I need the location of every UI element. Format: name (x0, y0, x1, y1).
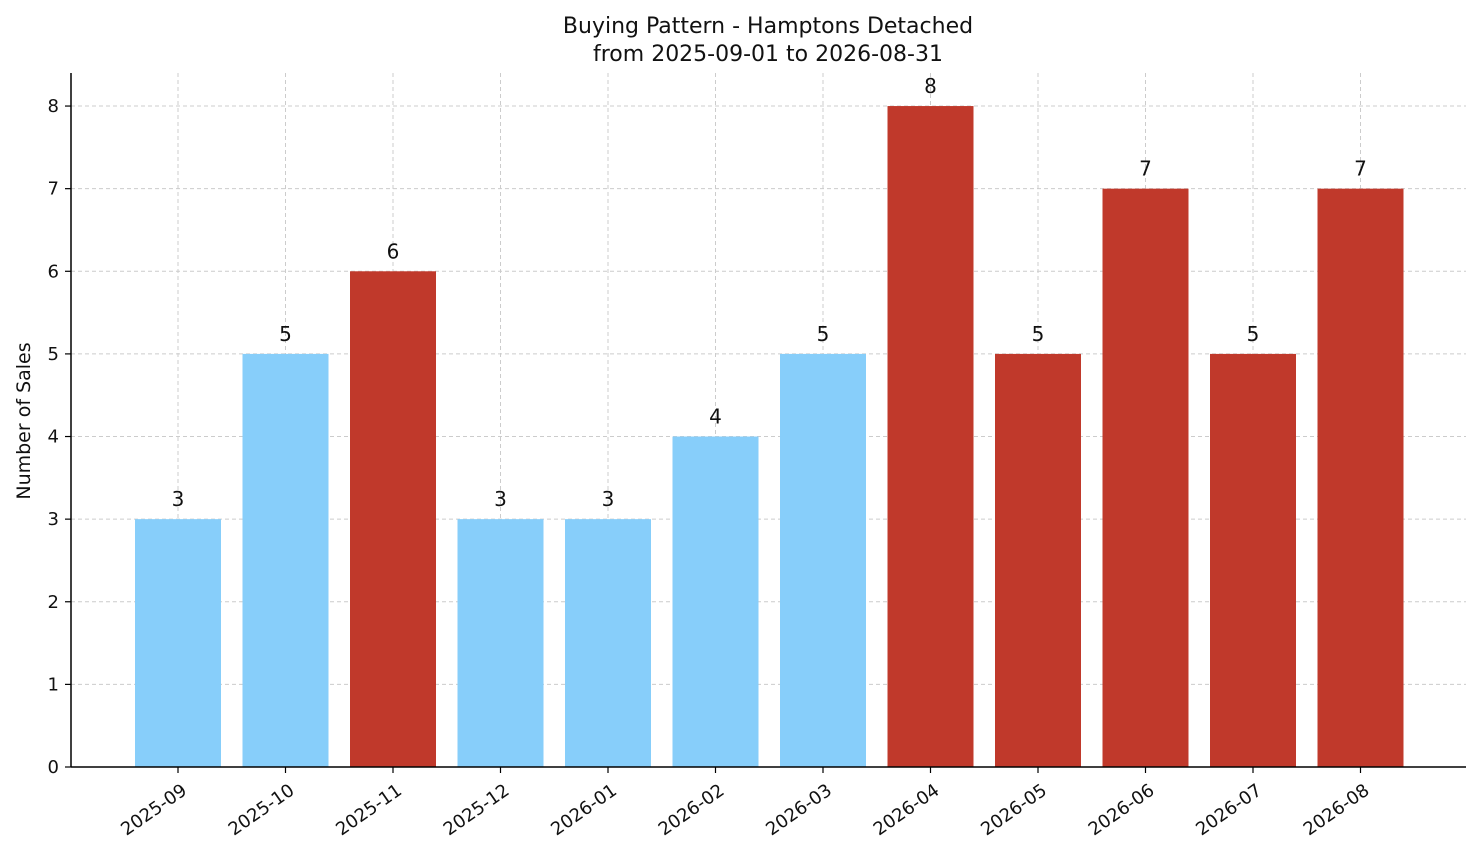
y-tick-label: 8 (48, 96, 59, 117)
bar-value-label: 3 (602, 487, 615, 511)
x-tick-label: 2026-08 (1300, 780, 1374, 840)
y-tick-label: 3 (48, 509, 59, 530)
x-tick-label: 2025-11 (332, 780, 406, 840)
x-tick-label: 2026-05 (977, 780, 1051, 840)
bar-2026-06 (1102, 188, 1189, 767)
bar-2025-11 (350, 271, 436, 767)
bar-layer (135, 106, 1404, 768)
bar-value-label: 8 (924, 74, 937, 98)
y-tick-label: 1 (48, 674, 59, 695)
x-tick-label: 2026-04 (870, 780, 944, 840)
bar-2026-04 (887, 106, 974, 768)
x-tick-label: 2025-09 (117, 780, 191, 840)
y-axis-label: Number of Sales (13, 342, 35, 499)
bar-value-label: 7 (1139, 157, 1152, 181)
x-tick-label: 2025-10 (225, 780, 299, 840)
y-tick-label: 2 (48, 592, 59, 613)
data-label-layer: 3 5 6 3 3 4 5 8 5 7 5 7 (172, 74, 1367, 511)
bar-2026-02 (672, 436, 759, 767)
x-tick-label: 2025-12 (440, 780, 514, 840)
x-tick-label: 2026-01 (547, 780, 621, 840)
bar-value-label: 5 (817, 322, 830, 346)
bar-value-label: 5 (279, 322, 292, 346)
bar-2026-08 (1317, 188, 1404, 767)
y-tick-label: 7 (48, 179, 59, 200)
y-tick-label: 5 (48, 344, 59, 365)
bar-2026-05 (995, 353, 1081, 767)
bar-value-label: 5 (1247, 322, 1260, 346)
bar-value-label: 4 (709, 405, 722, 429)
bar-value-label: 6 (387, 239, 400, 263)
bar-2026-03 (780, 353, 866, 767)
bar-2025-09 (135, 519, 221, 767)
bar-value-label: 7 (1354, 157, 1367, 181)
x-tick-label: 2026-07 (1192, 780, 1266, 840)
y-tick-label: 6 (48, 261, 59, 282)
bar-2025-12 (457, 519, 544, 767)
bar-2026-01 (565, 519, 651, 767)
x-tick-label: 2026-06 (1085, 780, 1159, 840)
bar-value-label: 5 (1032, 322, 1045, 346)
x-tick-label: 2026-03 (762, 780, 836, 840)
bar-2025-10 (242, 353, 329, 767)
bar-value-label: 3 (172, 487, 185, 511)
chart-title-line-1: Buying Pattern - Hamptons Detached (563, 14, 973, 39)
y-tick-label: 4 (48, 427, 59, 448)
y-tick-label: 0 (48, 757, 59, 778)
bar-2026-07 (1210, 353, 1296, 767)
bar-value-label: 3 (494, 487, 507, 511)
x-tick-label: 2026-02 (655, 780, 729, 840)
chart-title-line-2: from 2025-09-01 to 2026-08-31 (593, 42, 943, 67)
